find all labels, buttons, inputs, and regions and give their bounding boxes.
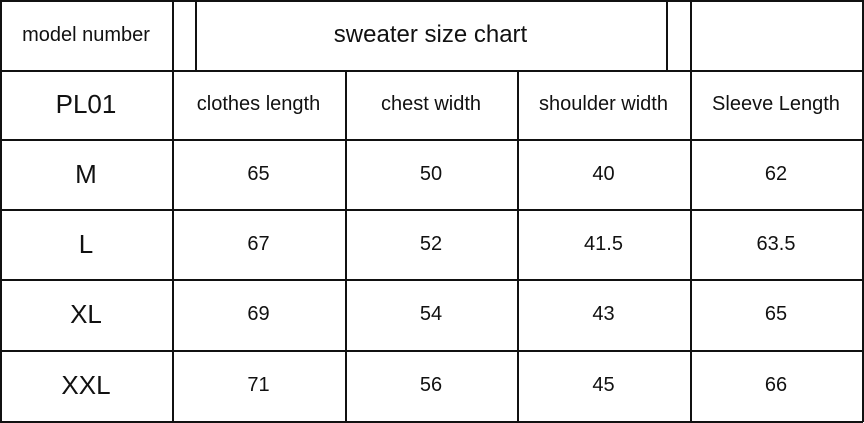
grid-line — [0, 279, 863, 281]
table-cell: 66 — [764, 374, 788, 396]
grid-line — [195, 0, 197, 70]
grid-line — [517, 70, 519, 422]
table-cell: 50 — [419, 162, 443, 185]
column-header: clothes length — [196, 93, 321, 115]
column-header: chest width — [380, 93, 482, 115]
grid-line — [690, 0, 692, 422]
table-cell: 54 — [419, 303, 443, 325]
size-label: M — [75, 158, 97, 189]
table-cell: 40 — [592, 162, 615, 185]
grid-line — [172, 0, 174, 422]
table-cell: 63.5 — [756, 232, 796, 255]
grid-line — [345, 70, 347, 422]
column-header: Sleeve Length — [712, 93, 840, 115]
grid-line — [0, 0, 2, 422]
table-cell: 65 — [247, 162, 270, 185]
table-cell: 62 — [764, 162, 788, 185]
grid-line — [862, 0, 864, 422]
size-label: L — [78, 228, 94, 259]
grid-line — [0, 139, 863, 141]
column-header: shoulder width — [539, 93, 668, 115]
grid-line — [0, 209, 863, 211]
grid-line — [0, 70, 863, 72]
model-number-label: model number — [22, 23, 150, 46]
table-title: sweater size chart — [333, 21, 528, 48]
table-cell: 45 — [592, 374, 615, 396]
size-label: XXL — [61, 370, 111, 400]
table-cell: 52 — [419, 232, 443, 255]
grid-line — [666, 0, 668, 70]
size-label: XL — [70, 299, 102, 329]
grid-line — [0, 350, 863, 352]
table-cell: 67 — [247, 232, 270, 255]
model-number-value: PL01 — [55, 89, 117, 119]
grid-line — [0, 0, 863, 2]
table-cell: 69 — [247, 303, 270, 325]
table-cell: 71 — [247, 374, 270, 396]
table-cell: 41.5 — [584, 232, 623, 255]
table-cell: 65 — [764, 303, 788, 325]
table-cell: 43 — [592, 303, 615, 325]
table-cell: 56 — [419, 374, 443, 396]
